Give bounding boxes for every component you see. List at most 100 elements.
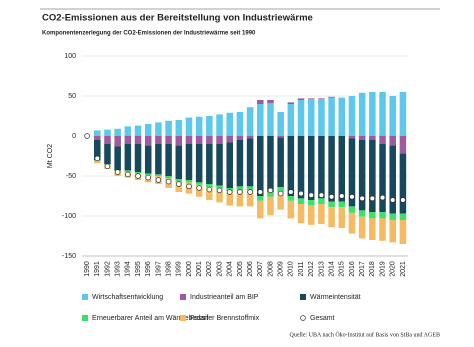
legend-label: Fossiler Brennstoffmix	[190, 315, 260, 322]
bar-segment	[226, 191, 233, 206]
bar-segment	[379, 144, 386, 212]
total-marker	[339, 193, 345, 199]
total-marker	[349, 194, 355, 200]
bar-segment	[216, 136, 223, 144]
total-marker	[176, 181, 182, 187]
y-tick-label: -100	[62, 213, 76, 220]
total-marker	[400, 197, 406, 203]
bar-segment	[348, 138, 356, 207]
x-tick-label: 2000	[186, 261, 193, 277]
bar-segment	[277, 187, 284, 192]
bar-segment	[114, 128, 121, 136]
bar-segment	[134, 172, 142, 174]
legend-label: Gesamt	[310, 315, 335, 322]
bar-segment	[338, 201, 346, 208]
x-tick-label: 1998	[165, 261, 172, 277]
bar-segment	[104, 129, 111, 136]
bar-segment	[297, 100, 305, 136]
bar-segment	[379, 218, 386, 241]
bar-segment	[236, 112, 244, 136]
y-tick-label: 100	[64, 53, 76, 60]
bar-segment	[358, 140, 366, 211]
bar-segment	[328, 136, 335, 202]
y-axis-label: Mt CO2	[47, 144, 54, 168]
bar-segment	[195, 144, 203, 183]
x-tick-label: 1997	[155, 261, 162, 277]
bar-segment	[287, 200, 295, 219]
bar-segment	[399, 92, 407, 136]
x-tick-label: 2016	[349, 261, 356, 277]
chart-title: CO2-Emissionen aus der Bereitstellung vo…	[42, 13, 313, 24]
bar-segment	[185, 180, 193, 183]
y-tick-label: -150	[62, 253, 76, 260]
y-tick-label: 0	[72, 133, 76, 140]
bar-segment	[287, 196, 295, 201]
bar-segment	[165, 136, 172, 144]
bar-segment	[236, 136, 244, 140]
bar-segment	[195, 184, 203, 197]
bar-segment	[257, 100, 264, 104]
bar-segment	[134, 125, 142, 136]
total-marker	[328, 194, 335, 200]
bar-segment	[195, 136, 203, 144]
bar-segment	[297, 204, 305, 224]
bar-segment	[318, 136, 325, 199]
bar-segment	[175, 136, 183, 146]
bar-segment	[155, 144, 162, 175]
bar-segment	[307, 99, 315, 136]
total-marker	[114, 169, 121, 175]
legend-swatch	[180, 315, 186, 321]
x-tick-label: 1995	[135, 261, 142, 277]
x-tick-label: 1994	[125, 261, 132, 277]
x-tick-label: 2006	[247, 261, 254, 277]
legend-label: Wärmeintensität	[310, 294, 361, 301]
total-marker	[237, 189, 243, 195]
legend-marker	[300, 315, 306, 321]
x-tick-label: 2009	[278, 261, 285, 277]
bar-segment	[216, 188, 223, 203]
bar-segment	[216, 185, 223, 189]
bar-segment	[155, 174, 162, 176]
bar-segment	[206, 144, 213, 184]
bar-segment	[185, 144, 193, 180]
source: Quelle: UBA nach Öko-Institut auf Basis …	[290, 331, 441, 338]
bar-segment	[379, 92, 386, 136]
bar-segment	[267, 196, 274, 216]
bar-segment	[195, 182, 203, 185]
bar-segment	[307, 98, 315, 100]
total-marker	[186, 183, 192, 190]
total-marker	[288, 189, 294, 195]
total-marker	[277, 190, 284, 197]
bar-segment	[114, 136, 121, 147]
bar-segment	[206, 184, 213, 188]
bar-segment	[155, 136, 162, 144]
total-marker	[196, 185, 202, 191]
x-tick-label: 1999	[176, 261, 183, 277]
bar-segment	[348, 212, 356, 234]
bar-segment	[389, 96, 396, 136]
bar-segment	[257, 136, 264, 196]
legend-swatch	[82, 315, 88, 321]
y-tick-label: -50	[66, 173, 76, 180]
bar-segment	[124, 126, 132, 136]
bar-segment	[307, 136, 315, 200]
bar-segment	[287, 136, 295, 196]
x-tick-label: 2013	[318, 261, 325, 277]
bar-segment	[144, 136, 152, 146]
bar-segment	[389, 145, 396, 214]
x-tick-label: 2018	[369, 261, 376, 277]
bar-segment	[348, 206, 356, 213]
bar-segment	[358, 136, 366, 140]
bar-segment	[267, 100, 274, 104]
x-tick-label: 2001	[196, 261, 203, 277]
bar-segment	[104, 136, 111, 144]
y-tick-label: 50	[68, 93, 76, 100]
bar-segment	[165, 144, 172, 176]
bar-segment	[389, 220, 396, 243]
bar-segment	[338, 97, 346, 136]
total-marker	[257, 189, 264, 195]
bar-segment	[328, 97, 335, 136]
total-marker	[389, 197, 396, 203]
bar-segment	[165, 176, 172, 179]
